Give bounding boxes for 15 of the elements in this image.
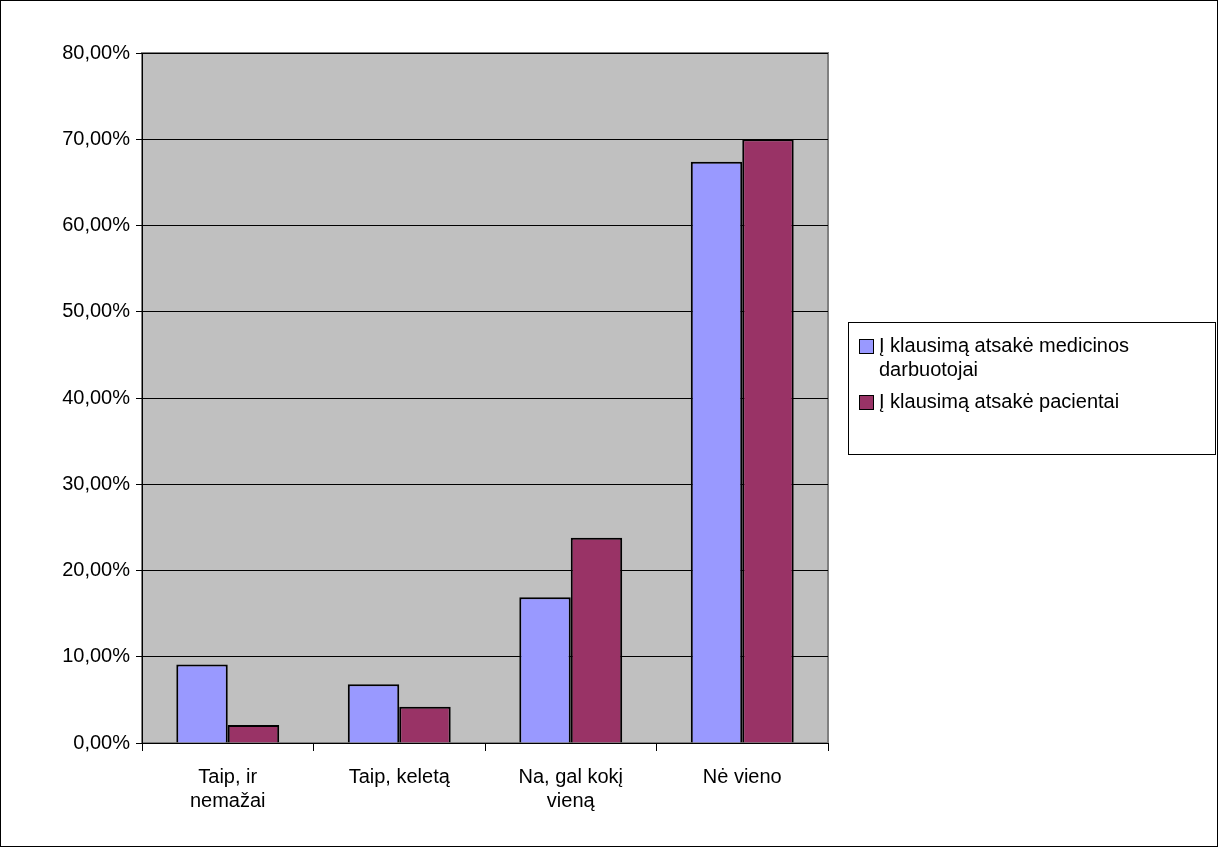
x-tick-label: Taip, ir nemažai (189, 764, 266, 811)
y-tick-label: 0,00% (73, 730, 131, 753)
x-tick-label: Na, gal kokį vieną (518, 764, 623, 811)
y-tick-label: 50,00% (62, 299, 131, 322)
x-tick-label: Nė vieno (702, 764, 782, 787)
legend-label: Į klausimą atsakė pacientai (879, 389, 1120, 413)
y-tick-label: 80,00% (62, 40, 131, 63)
y-tick-label: 40,00% (62, 385, 131, 408)
y-tick-label: 20,00% (62, 558, 131, 581)
x-tick-label: Taip, keletą (348, 764, 451, 787)
y-tick-label: 70,00% (62, 126, 131, 149)
y-tick-label: 10,00% (62, 644, 131, 667)
y-tick-label: 60,00% (62, 213, 131, 236)
legend-label: Į klausimą atsakė medicinos darbuotojai (879, 333, 1131, 381)
y-tick-label: 30,00% (62, 471, 131, 494)
